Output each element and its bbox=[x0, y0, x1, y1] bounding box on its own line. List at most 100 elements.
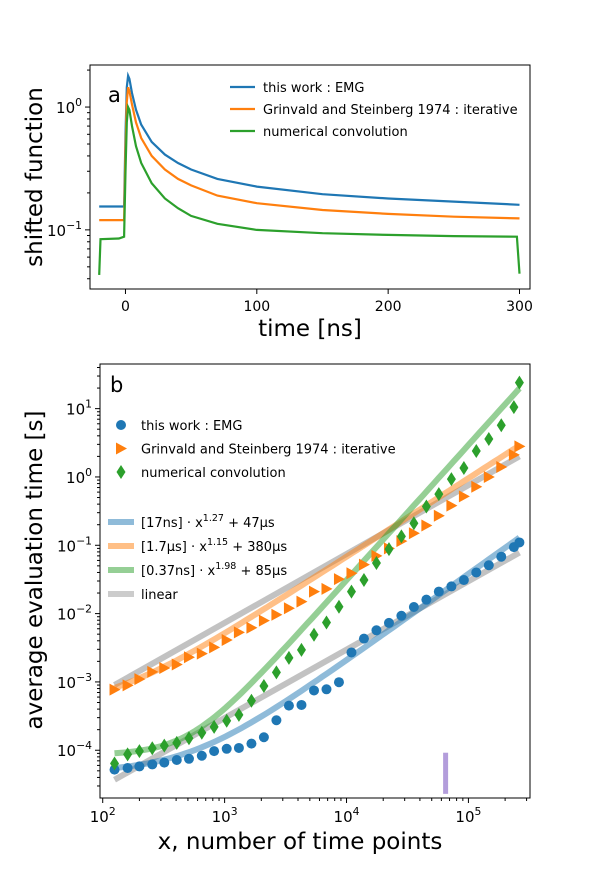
panel-b-linear-line-0 bbox=[113, 453, 521, 688]
panel-b-y-ticks: 10−4 10−3 10−2 10−1 100 101 bbox=[57, 366, 100, 787]
panel-b-point-diamond bbox=[421, 499, 431, 514]
panel-b-y-tick-label: 100 bbox=[66, 466, 92, 487]
panel-b-point-triangle bbox=[258, 614, 270, 627]
panel-a-legend-entry-1: Grinvald and Steinberg 1974 : iterative bbox=[263, 103, 518, 118]
panel-b-point-circle bbox=[159, 757, 170, 768]
panel-b-point-circle bbox=[321, 684, 332, 695]
panel-b-point-diamond bbox=[271, 665, 281, 680]
panel-b-point-diamond bbox=[484, 431, 494, 446]
panel-b-legend-marker bbox=[116, 420, 126, 430]
panel-b-point-circle bbox=[283, 700, 294, 711]
panel-b-point-diamond bbox=[346, 584, 356, 599]
panel-b-point-diamond bbox=[246, 693, 256, 708]
panel-b-label: b bbox=[110, 373, 123, 397]
panel-b-point-circle bbox=[471, 567, 482, 578]
panel-b-point-diamond bbox=[409, 516, 419, 531]
panel-a-xlabel: time [ns] bbox=[258, 316, 362, 342]
panel-b-y-tick-label: 10−1 bbox=[57, 534, 92, 555]
panel-b-point-circle bbox=[308, 685, 319, 696]
panel-b-point-triangle bbox=[458, 490, 470, 503]
panel-b-point-triangle bbox=[433, 509, 445, 522]
panel-b-point-triangle bbox=[109, 683, 121, 696]
panel-a-series-line-0 bbox=[99, 71, 520, 208]
panel-b-point-diamond bbox=[110, 756, 120, 771]
panel-a-x-tick-label: 300 bbox=[506, 299, 533, 315]
panel-a-series-group bbox=[98, 71, 521, 275]
panel-b-fit-line-1 bbox=[113, 442, 522, 691]
panel-b-legend-fit-entry-1: [1.7μs] · x1.15 + 380μs bbox=[141, 537, 287, 555]
panel-b-point-diamond bbox=[296, 642, 306, 657]
panel-b-point-circle bbox=[196, 750, 207, 761]
panel-b-point-circle bbox=[446, 581, 457, 592]
panel-b-point-triangle bbox=[246, 621, 258, 634]
panel-b-point-diamond bbox=[234, 707, 244, 722]
panel-b-point-triangle bbox=[209, 641, 221, 654]
panel-b-point-triangle bbox=[122, 679, 134, 692]
panel-b-marker-bar bbox=[443, 752, 449, 794]
panel-a-legend-entry-0: this work : EMG bbox=[263, 81, 364, 96]
panel-b-point-circle bbox=[421, 594, 432, 605]
panel-a-x-tick-label: 100 bbox=[243, 299, 270, 315]
panel-a-y-tick-label: 10−1 bbox=[47, 219, 82, 240]
panel-b-point-diamond bbox=[159, 738, 169, 753]
panel-b-point-triangle bbox=[508, 448, 520, 461]
panel-b-point-triangle bbox=[233, 626, 245, 639]
panel-b-point-triangle bbox=[271, 608, 283, 621]
panel-b-fit-line-2 bbox=[114, 386, 522, 757]
panel-b-point-diamond bbox=[321, 615, 331, 630]
panel-b-xlabel: x, number of time points bbox=[158, 829, 443, 855]
panel-b-point-circle bbox=[183, 753, 194, 764]
panel-b-point-diamond bbox=[147, 741, 157, 756]
panel-b-point-triangle bbox=[514, 440, 526, 453]
panel-b-legend-entry-1: Grinvald and Steinberg 1974 : iterative bbox=[141, 443, 396, 458]
panel-b-series-group bbox=[109, 375, 526, 794]
panel-b-point-diamond bbox=[334, 599, 344, 614]
panel-b-legend-entry-0: this work : EMG bbox=[141, 419, 242, 434]
panel-b-point-diamond bbox=[123, 747, 133, 762]
panel-b-point-triangle bbox=[134, 673, 146, 686]
panel-b-legend-fit-entry-3: linear bbox=[141, 588, 178, 603]
panel-b-point-triangle bbox=[308, 585, 320, 598]
panel-b-point-circle bbox=[122, 762, 133, 773]
panel-b-y-tick-label: 10−2 bbox=[57, 603, 92, 624]
panel-b-point-diamond bbox=[222, 713, 232, 728]
panel-b-legend-entry-2: numerical convolution bbox=[141, 466, 286, 481]
panel-b-point-triangle bbox=[471, 480, 483, 493]
panel-b-point-triangle bbox=[333, 573, 345, 586]
panel-b-point-circle bbox=[333, 677, 344, 688]
panel-b-x-tick-label: 104 bbox=[334, 805, 360, 826]
panel-b-point-triangle bbox=[183, 651, 195, 664]
panel-b-point-diamond bbox=[496, 418, 506, 433]
panel-b-point-circle bbox=[483, 560, 494, 571]
panel-b-point-circle bbox=[296, 699, 307, 710]
panel-b-point-triangle bbox=[159, 661, 171, 674]
panel-b-point-diamond bbox=[446, 472, 456, 487]
panel-b-point-triangle bbox=[221, 634, 233, 647]
panel-b-point-diamond bbox=[259, 679, 269, 694]
panel-b-point-diamond bbox=[209, 719, 219, 734]
panel-b-point-triangle bbox=[171, 658, 183, 671]
panel-b-point-triangle bbox=[283, 602, 295, 615]
panel-b-ylabel: average evaluation time [s] bbox=[22, 411, 48, 730]
panel-b-point-circle bbox=[258, 732, 269, 743]
panel-b-point-circle bbox=[171, 754, 182, 765]
panel-b-point-triangle bbox=[358, 558, 370, 571]
panel-b-point-diamond bbox=[172, 735, 182, 750]
panel-b-point-triangle bbox=[196, 647, 208, 660]
panel-b-point-diamond bbox=[471, 443, 481, 458]
panel-b-point-circle bbox=[433, 586, 444, 597]
panel-b-point-circle bbox=[371, 625, 382, 636]
panel-b-chart: 102 103 104 105 10−4 10−3 10−2 10−1 100 101 b x,… bbox=[22, 363, 531, 855]
panel-b-point-triangle bbox=[446, 499, 458, 512]
panel-b-x-ticks: 102 103 104 105 bbox=[90, 798, 528, 826]
panel-a-y-tick-label: 100 bbox=[56, 96, 82, 117]
panel-b-point-triangle bbox=[408, 527, 420, 540]
panel-b-point-diamond bbox=[514, 375, 524, 390]
panel-b-point-circle bbox=[458, 575, 469, 586]
panel-b-x-tick-label: 102 bbox=[90, 805, 116, 826]
panel-b-x-tick-label: 105 bbox=[455, 805, 481, 826]
panel-a-x-tick-label: 0 bbox=[121, 299, 130, 315]
panel-b-point-circle bbox=[147, 759, 158, 770]
panel-a-series-line-2 bbox=[98, 102, 521, 275]
